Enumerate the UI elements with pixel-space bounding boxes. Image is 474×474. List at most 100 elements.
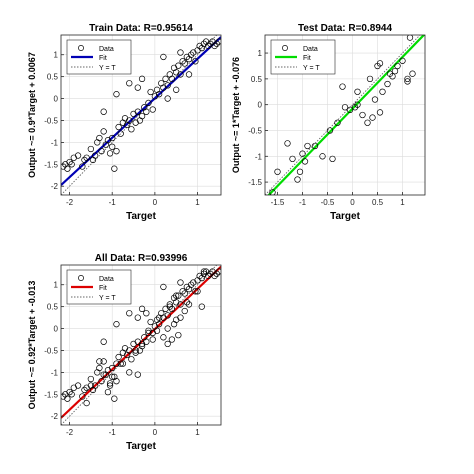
- y-tick-label: -1: [51, 368, 59, 377]
- data-point: [354, 88, 361, 95]
- data-point: [87, 145, 95, 153]
- data-point: [113, 378, 120, 385]
- legend-entry: Y = T: [99, 65, 116, 72]
- data-point: [177, 301, 184, 308]
- data-point: [117, 130, 124, 137]
- data-point: [341, 104, 349, 111]
- data-point: [74, 152, 82, 159]
- data-point: [211, 42, 218, 50]
- data-point: [74, 382, 82, 389]
- data-point: [149, 106, 156, 113]
- data-point: [187, 281, 195, 288]
- data-point: [128, 126, 135, 133]
- y-tick-label: -1.5: [44, 160, 58, 169]
- data-point: [149, 336, 156, 343]
- data-point: [115, 123, 122, 131]
- chart-panel-1: -1.5 -1 -0.5 0 0.5 1 -1.5 -1 -0.5 0 0.5 1 Test Data:…: [231, 23, 426, 222]
- data-point: [185, 71, 193, 78]
- data-point: [183, 299, 191, 306]
- fit-line: [267, 35, 425, 195]
- legend-entry: Data: [99, 46, 114, 53]
- data-point: [153, 327, 161, 334]
- y-axis-label: Output ~= 1*Target + -0.076: [231, 57, 241, 173]
- chart-title: All Data: R=0.93996: [95, 253, 188, 264]
- data-point: [119, 360, 127, 367]
- data-point: [326, 127, 334, 134]
- data-point: [126, 117, 133, 124]
- data-point: [100, 128, 107, 135]
- y-tick-label: 0.5: [251, 75, 263, 84]
- data-point: [164, 325, 171, 332]
- data-point: [98, 148, 105, 155]
- data-point: [339, 83, 346, 90]
- fit-line: [61, 265, 221, 419]
- data-point: [164, 312, 171, 319]
- data-point: [162, 75, 169, 82]
- data-point: [87, 375, 95, 383]
- y-tick-label: 1: [54, 51, 59, 60]
- data-point: [100, 371, 107, 378]
- x-tick-label: 1: [195, 198, 200, 207]
- y-tick-label: 1: [258, 49, 263, 58]
- legend-marker-data: [282, 45, 288, 51]
- data-point: [179, 288, 186, 295]
- legend: Data Fit Y = T: [270, 39, 336, 75]
- legend-entry: Fit: [99, 285, 107, 292]
- chart-panel-2: -2 -1 0 1 -2 -1.5 -1 -0.5 0 0.5 1 All Data: R=0.939…: [27, 253, 222, 452]
- data-point: [269, 189, 276, 195]
- data-point: [175, 331, 182, 339]
- legend-entry: Y = T: [99, 295, 116, 302]
- data-point: [213, 270, 220, 277]
- data-point: [205, 42, 212, 50]
- y-tick-label: 0.5: [47, 73, 59, 82]
- data-point: [109, 143, 116, 150]
- data-point: [134, 84, 141, 91]
- data-point: [177, 71, 184, 78]
- data-point: [173, 292, 180, 299]
- data-point: [66, 388, 73, 396]
- data-point: [96, 364, 103, 372]
- x-tick-label: 1: [400, 198, 405, 207]
- data-point: [100, 338, 107, 345]
- data-point: [181, 60, 188, 67]
- x-tick-label: 1: [195, 428, 200, 437]
- x-tick-label: 0.5: [372, 198, 384, 207]
- data-point: [164, 82, 171, 89]
- x-tick-label: 0: [153, 198, 158, 207]
- data-point: [329, 155, 336, 163]
- data-point: [359, 111, 366, 119]
- data-point: [106, 150, 114, 157]
- data-point: [168, 305, 176, 312]
- data-point: [115, 353, 122, 361]
- data-point: [213, 40, 220, 47]
- data-point: [98, 378, 105, 385]
- data-point: [289, 155, 296, 163]
- data-point: [143, 108, 150, 115]
- data-point: [192, 288, 199, 295]
- data-point: [126, 80, 133, 87]
- data-point: [304, 142, 311, 150]
- legend: Data Fit Y = T: [66, 39, 132, 75]
- data-point: [384, 80, 391, 88]
- data-point: [379, 88, 386, 95]
- axes-box: [60, 264, 222, 426]
- data-point: [134, 108, 141, 115]
- y-tick-label: 0: [54, 325, 59, 334]
- x-axis-label: Target: [330, 211, 360, 222]
- data-point: [106, 382, 114, 389]
- x-tick-label: -0.5: [321, 198, 335, 207]
- data-point: [138, 305, 146, 312]
- data-point: [113, 360, 120, 367]
- data-point: [109, 373, 116, 380]
- data-point: [83, 154, 90, 161]
- data-point: [192, 58, 199, 65]
- data-point: [160, 334, 167, 341]
- legend-marker-data: [78, 45, 84, 51]
- x-tick-label: -2: [66, 428, 74, 437]
- data-point: [369, 114, 376, 121]
- data-point: [334, 119, 341, 126]
- data-point: [64, 165, 71, 172]
- y-tick-label: -0.5: [44, 116, 58, 125]
- data-point: [113, 91, 120, 98]
